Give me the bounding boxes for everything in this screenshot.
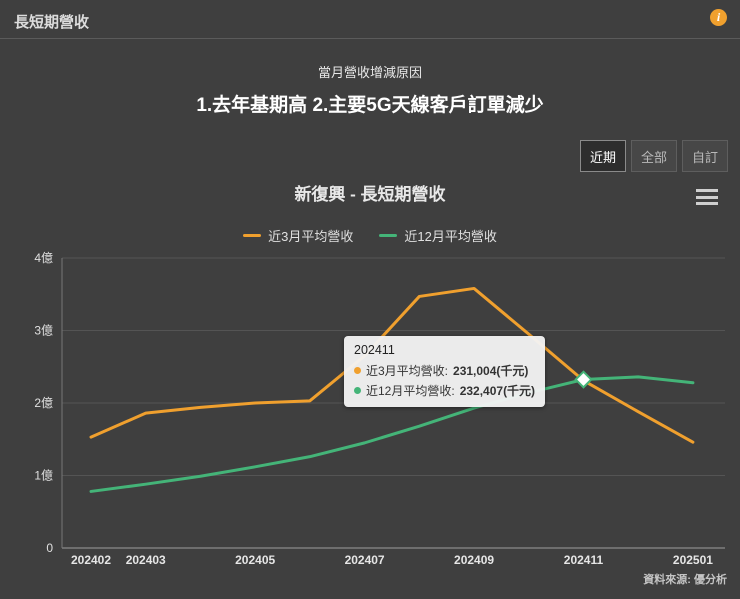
tooltip-value-3m: 231,004(千元) (453, 364, 529, 378)
tooltip-label-3m: 近3月平均營收: (366, 364, 449, 378)
chart-plot[interactable]: 0 1億 2億 3億 4億 202402 202403 202405 202407 202409 2… (0, 250, 740, 580)
legend-swatch-3m (243, 234, 262, 237)
y-axis-label: 3億 (34, 324, 53, 338)
series-line (89, 286, 695, 444)
tooltip-row: 近3月平均營收: 231,004(千元) (354, 362, 535, 379)
reason-heading: 當月營收增減原因 (317, 65, 422, 80)
range-button-recent[interactable]: 近期 (579, 140, 626, 172)
series-line (89, 375, 695, 493)
x-axis-label: 202403 (126, 553, 166, 567)
reason-text: 1.去年基期高 2.主要5G天線客戶訂單減少 (196, 95, 544, 116)
chart-tooltip: 202411 近3月平均營收: 231,004(千元) 近12月平均營收: 23… (344, 336, 546, 407)
chart-legend: 近3月平均營收 近12月平均營收 (0, 226, 740, 245)
tooltip-row: 近12月平均營收: 232,407(千元) (354, 382, 535, 399)
legend-item-3m[interactable]: 近3月平均營收 (243, 226, 353, 245)
burger-bar (696, 195, 718, 199)
info-icon[interactable]: i (710, 9, 727, 26)
range-button-all[interactable]: 全部 (630, 140, 677, 172)
legend-label-12m: 近12月平均營收 (404, 229, 497, 244)
y-axis-label: 1億 (34, 469, 53, 483)
chart-title: 新復興 - 長短期營收 (294, 185, 446, 204)
series-dot-3m-icon (354, 367, 361, 374)
tooltip-title: 202411 (354, 343, 395, 357)
chart-menu-icon[interactable] (696, 189, 718, 205)
tooltip-value-12m: 232,407(千元) (459, 384, 536, 398)
x-axis-label: 202407 (345, 553, 385, 567)
burger-bar (696, 189, 718, 192)
header-divider (0, 38, 740, 39)
y-axis-label: 0 (46, 541, 53, 555)
legend-item-12m[interactable]: 近12月平均營收 (379, 226, 497, 245)
tooltip-label-12m: 近12月平均營收: (366, 384, 455, 398)
y-axis-label: 2億 (34, 396, 53, 410)
data-source: 資料來源: 優分析 (643, 574, 727, 586)
x-axis-label: 202411 (564, 553, 604, 567)
x-axis-label: 202501 (673, 553, 713, 567)
x-axis-label: 202405 (235, 553, 275, 567)
burger-bar (696, 202, 718, 205)
range-button-custom[interactable]: 自訂 (681, 140, 728, 172)
x-axis-label: 202402 (71, 553, 111, 567)
x-axis-label: 202409 (454, 553, 494, 567)
legend-label-3m: 近3月平均營收 (268, 229, 354, 244)
page-title: 長短期營收 (14, 14, 90, 31)
range-button-group: 近期 全部 自訂 (579, 140, 728, 172)
series-dot-12m-icon (354, 387, 361, 394)
y-axis-label: 4億 (34, 251, 53, 265)
legend-swatch-12m (379, 234, 398, 237)
hover-marker (574, 370, 593, 389)
